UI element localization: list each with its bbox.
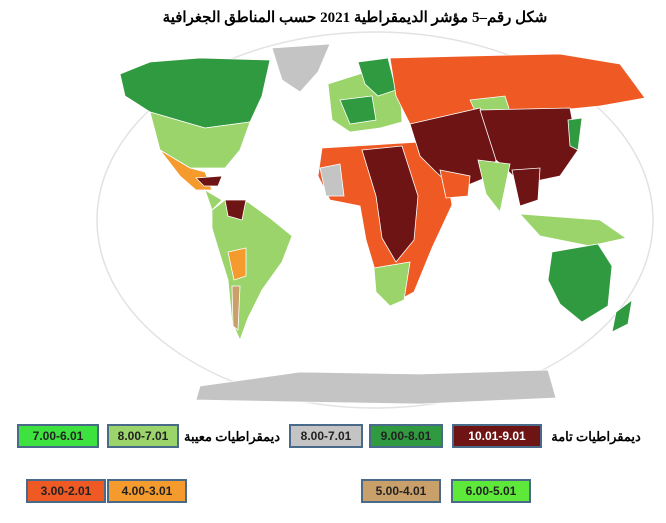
legend-group-label: ديمقراطيات معيبة: [184, 429, 280, 445]
legend-swatch: [17, 424, 99, 448]
legend-label: 10.01-9.01: [468, 429, 526, 443]
legend-swatch: [107, 479, 187, 503]
legend-label: 3.00-2.01: [41, 484, 92, 498]
title: شكل رقم–5 مؤشر الديمقراطية 2021 حسب المن…: [163, 10, 548, 26]
legend-label: 5.00-4.01: [376, 484, 427, 498]
legend-label: 4.00-3.01: [122, 484, 173, 498]
legend-label: 8.00-7.01: [301, 429, 352, 443]
legend-swatch: [369, 424, 443, 448]
legend-swatch: [452, 424, 542, 448]
legend-swatch: [289, 424, 363, 448]
legend-label: 7.00-6.01: [33, 429, 84, 443]
legend-swatch: [107, 424, 179, 448]
legend-swatch: [361, 479, 441, 503]
world-map: [96, 31, 654, 409]
legend-label: 8.00-7.01: [118, 429, 169, 443]
legend-label: 6.00-5.01: [466, 484, 517, 498]
legend-swatch: [451, 479, 531, 503]
legend: 7.00-6.01 8.00-7.01 8.00-7.01 9.00-8.01 10.0…: [17, 424, 641, 503]
legend-label: 9.00-8.01: [381, 429, 432, 443]
legend-group-label: ديمقراطيات تامة: [551, 429, 641, 445]
legend-swatch: [26, 479, 106, 503]
